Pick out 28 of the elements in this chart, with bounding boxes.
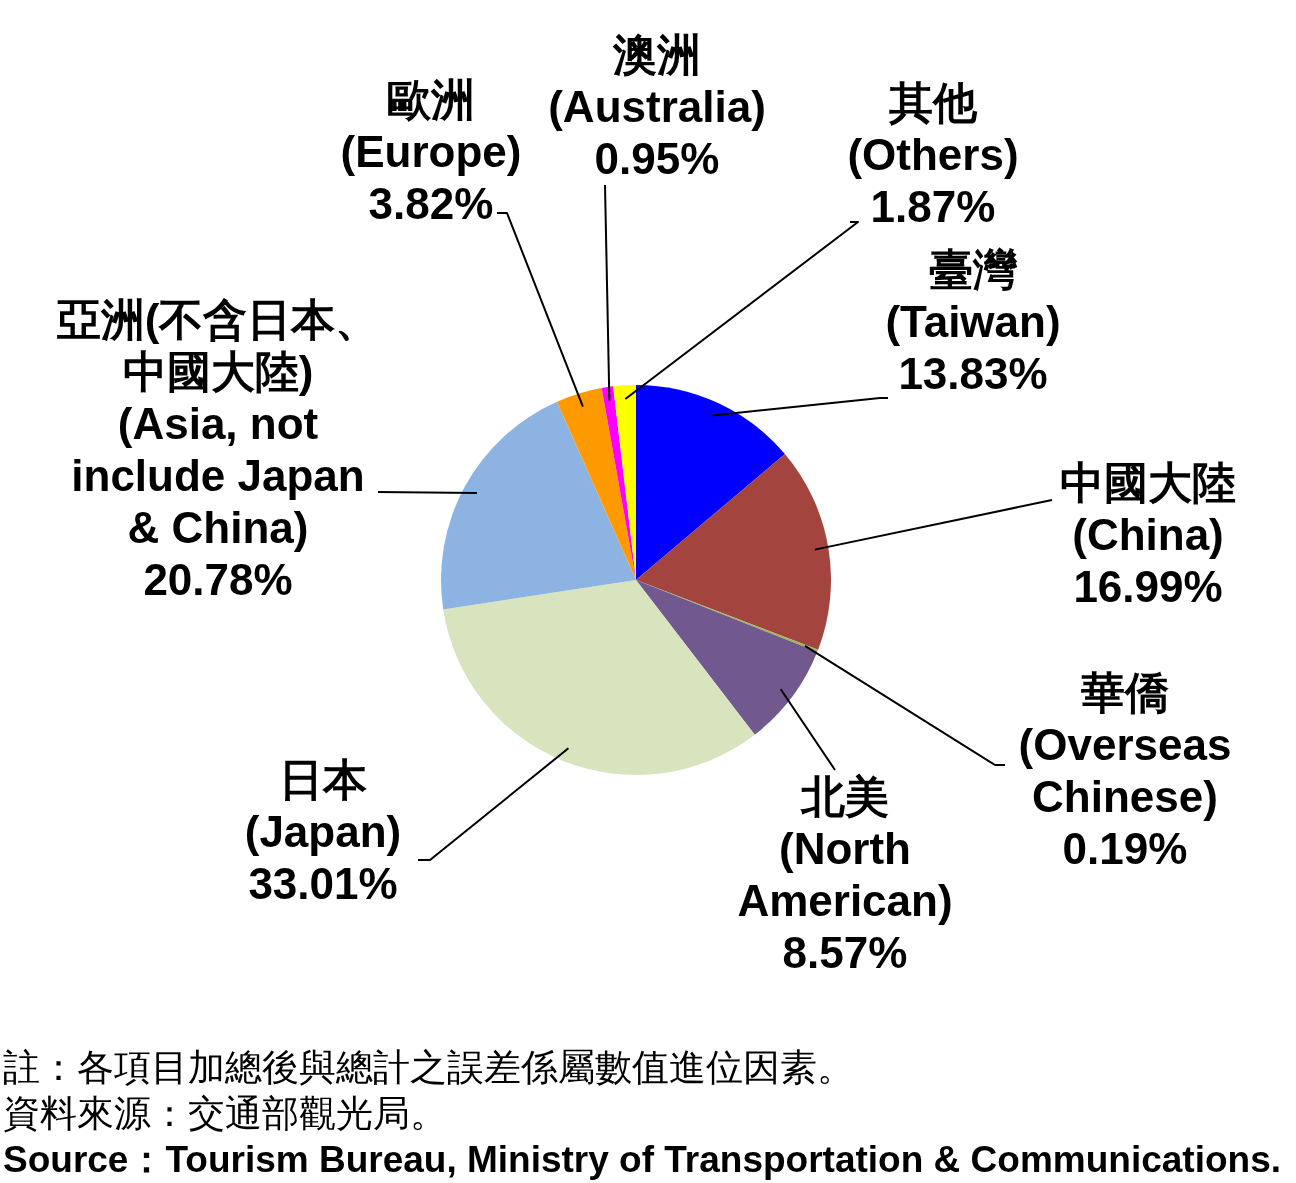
slice-label: 歐洲 (Europe) (340, 75, 522, 176)
data-label: 33.01% (247, 858, 399, 910)
slice-label: 日本 (Japan) (243, 754, 403, 858)
text: 註：各項目加總後與總計之誤差係屬數值進位因素。 (3, 1046, 855, 1090)
pie-slice (636, 385, 785, 580)
data-label: 0.19% (1061, 823, 1189, 875)
slice-label: 華僑 (Overseas Chinese) (1017, 667, 1233, 823)
pie-slice (636, 580, 818, 735)
pie-slice (443, 580, 755, 775)
pie-slice (601, 386, 636, 580)
data-label: 13.83% (897, 348, 1049, 400)
slice-label: 澳洲 (Australia) (548, 30, 766, 131)
slice-label: 亞洲(不含日本、中國大陸) (Asia, not include Japan & China) (55, 294, 381, 554)
slice-label: 北美 (North American) (736, 771, 954, 927)
slice-label: 中國大陸 (China) (1059, 457, 1237, 561)
data-label: 1.87% (869, 181, 997, 233)
data-label: 20.78% (142, 554, 294, 606)
data-label: 3.82% (367, 178, 495, 230)
source-note: Source：Tourism Bureau, Ministry of Transportation & Communications. (3, 1138, 1282, 1182)
data-label: 8.57% (781, 927, 909, 979)
pie-slice (636, 454, 831, 650)
slice-label: 其他 (Others) (846, 77, 1020, 181)
source-note: 資料來源：交通部觀光局。 (3, 1092, 448, 1136)
data-label: 0.95% (594, 134, 720, 183)
slice-label: 臺灣 (Taiwan) (884, 244, 1062, 348)
pie-slice (441, 401, 636, 610)
pie-slice (556, 388, 636, 580)
data-label: 16.99% (1072, 561, 1224, 613)
